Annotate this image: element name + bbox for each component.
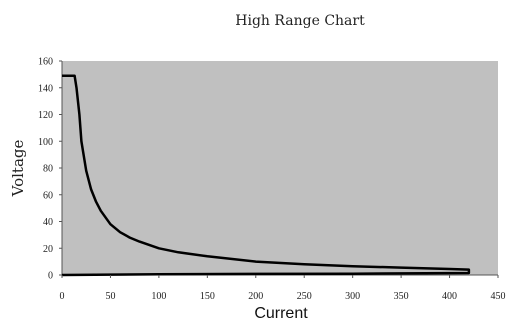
y-tick-label: 100 xyxy=(38,137,53,148)
y-axis-label: Voltage xyxy=(9,140,27,198)
y-tick-label: 120 xyxy=(38,110,53,121)
x-axis-label: Current xyxy=(254,305,308,322)
x-tick-label: 200 xyxy=(248,291,263,302)
x-tick-label: 400 xyxy=(442,291,457,302)
plot-area xyxy=(61,61,498,277)
x-tick-label: 100 xyxy=(151,291,166,302)
x-tick-label: 450 xyxy=(491,291,506,302)
x-tick-label: 250 xyxy=(297,291,312,302)
y-tick-label: 160 xyxy=(38,57,53,68)
series-line-0 xyxy=(61,74,471,277)
y-tick-label: 20 xyxy=(43,244,53,255)
x-axis-ticks: 0 50 100 150 200 250 300 350 400 450 xyxy=(60,275,506,302)
plot-background xyxy=(62,61,498,275)
y-tick-label: 40 xyxy=(43,217,53,228)
y-tick-label: 140 xyxy=(38,83,53,94)
y-tick-label: 60 xyxy=(43,190,53,201)
x-tick-label: 50 xyxy=(105,291,115,302)
x-tick-label: 0 xyxy=(60,291,65,302)
y-axis-ticks: 0 20 40 60 80 100 120 140 160 xyxy=(38,57,62,282)
y-tick-label: 0 xyxy=(48,271,53,282)
chart-title: High Range Chart xyxy=(235,13,365,29)
y-tick-label: 80 xyxy=(43,164,53,175)
x-tick-label: 300 xyxy=(345,291,360,302)
x-tick-label: 350 xyxy=(394,291,409,302)
x-tick-label: 150 xyxy=(200,291,215,302)
